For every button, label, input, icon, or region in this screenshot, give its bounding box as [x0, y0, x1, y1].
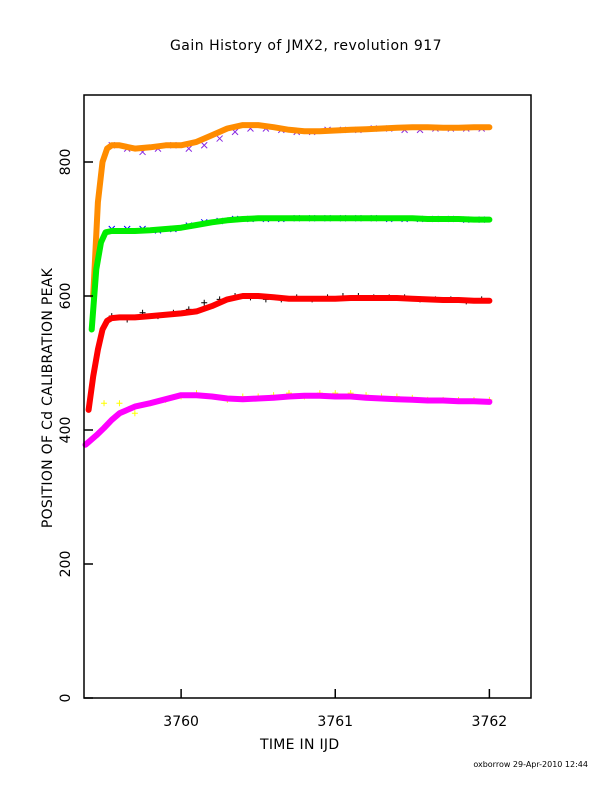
y-tick-label: 0 [58, 694, 74, 703]
y-tick-label: 800 [58, 149, 74, 176]
data-point [216, 135, 223, 142]
data-point [200, 141, 208, 149]
y-tick-label: 600 [58, 283, 74, 310]
series-3 [88, 215, 493, 333]
plot-frame [83, 94, 532, 699]
data-point [116, 400, 123, 407]
data-point [131, 410, 138, 417]
footer-credit: oxborrow 29-Apr-2010 12:44 [473, 760, 588, 769]
series-line [82, 392, 493, 448]
y-tick-label: 400 [58, 417, 74, 444]
x-tick-label: 3761 [317, 714, 353, 730]
y-tick-label: 200 [58, 551, 74, 578]
series-1 [90, 122, 493, 299]
axes-layer: 3760 3761 3762 0 200 400 600 800 [58, 94, 532, 730]
chart-title: Gain History of JMX2, revolution 917 [169, 38, 443, 54]
series-7 [82, 392, 493, 448]
x-tick-label: 3762 [472, 714, 508, 730]
series-5 [85, 293, 493, 413]
series-line [88, 215, 493, 333]
data-point [101, 400, 108, 407]
x-axis-label: TIME IN IJD [260, 737, 340, 753]
data-point [201, 299, 208, 306]
x-tick-label: 3760 [163, 714, 199, 730]
series-line [90, 122, 493, 299]
y-axis-label: POSITION OF Cd CALIBRATION PEAK [40, 267, 56, 529]
series-line [85, 293, 493, 413]
plot-layer [82, 122, 493, 448]
